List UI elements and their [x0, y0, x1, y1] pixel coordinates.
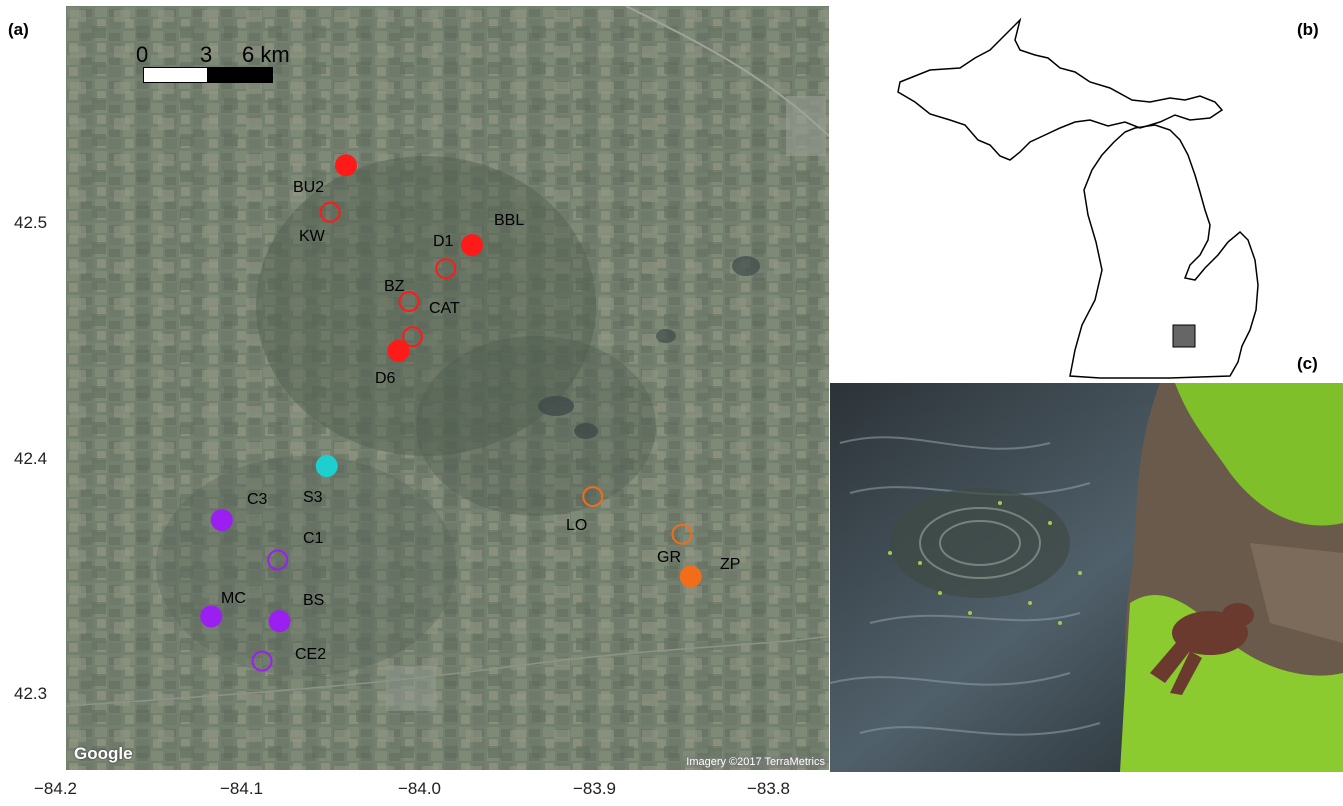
site-marker-zp: [679, 565, 702, 588]
y-tick-42-4: 42.4: [14, 449, 48, 468]
site-marker-lo: [582, 486, 604, 508]
site-marker-bz: [398, 291, 420, 313]
scale-bar-white-segment: [144, 68, 207, 82]
site-marker-gr: [671, 523, 693, 545]
site-label-c1: C1: [303, 530, 324, 547]
lower-peninsula-outline: [1069, 124, 1259, 379]
site-label-kw: KW: [299, 228, 325, 245]
wood-frog-photo: [830, 383, 1343, 772]
y-tick-42-5: 42.5: [14, 213, 48, 232]
site-label-bz: BZ: [384, 278, 405, 295]
satellite-map: 0 3 6 km BU2 KW D1 BBL BZ CAT D6 S3 LO G…: [66, 6, 829, 770]
scale-bar: [143, 67, 273, 83]
site-marker-bs: [268, 610, 291, 633]
imagery-credit: Imagery ©2017 TerraMetrics: [684, 756, 827, 768]
site-marker-d6: [387, 339, 410, 362]
site-marker-s3: [315, 455, 338, 478]
site-marker-cat: [402, 326, 423, 348]
site-label-c3: C3: [247, 491, 268, 508]
site-label-zp: ZP: [720, 556, 741, 573]
panel-label-c: (c): [1297, 354, 1318, 373]
x-tick-84-2: −84.2: [34, 779, 78, 798]
site-label-d6: D6: [375, 370, 396, 387]
site-marker-bu2: [335, 154, 357, 177]
scale-label-6km: 6 km: [242, 42, 290, 67]
michigan-outline-map: [897, 17, 1259, 379]
site-marker-c3: [210, 509, 233, 532]
site-label-mc: MC: [221, 590, 246, 607]
scale-label-3: 3: [200, 42, 213, 67]
site-label-lo: LO: [566, 517, 588, 534]
x-tick-84-0: −84.0: [398, 779, 442, 798]
panel-label-b: (b): [1297, 20, 1319, 39]
map-background: [66, 6, 829, 770]
x-tick-83-9: −83.9: [573, 779, 617, 798]
upper-peninsula-outline: [897, 17, 1224, 161]
panel-label-a: (a): [8, 20, 29, 39]
study-area-marker: [1172, 324, 1196, 348]
site-label-bu2: BU2: [293, 179, 325, 196]
site-label-d1: D1: [433, 233, 454, 250]
site-marker-kw: [319, 201, 341, 223]
site-label-bs: BS: [303, 592, 325, 609]
site-label-s3: S3: [303, 489, 323, 506]
site-label-bbl: BBL: [494, 212, 525, 229]
site-marker-d1: [435, 258, 457, 280]
scale-label-0: 0: [136, 42, 149, 67]
frog: [1150, 603, 1254, 695]
site-marker-mc: [200, 605, 223, 628]
site-marker-bbl: [461, 234, 483, 257]
site-marker-ce2: [251, 650, 273, 672]
x-tick-84-1: −84.1: [220, 779, 264, 798]
x-tick-83-8: −83.8: [747, 779, 791, 798]
y-tick-42-3: 42.3: [14, 684, 48, 703]
site-label-gr: GR: [657, 549, 681, 566]
site-label-cat: CAT: [429, 300, 460, 317]
google-logo: Google: [74, 744, 133, 763]
site-label-ce2: CE2: [295, 646, 327, 663]
site-marker-c1: [267, 549, 289, 571]
